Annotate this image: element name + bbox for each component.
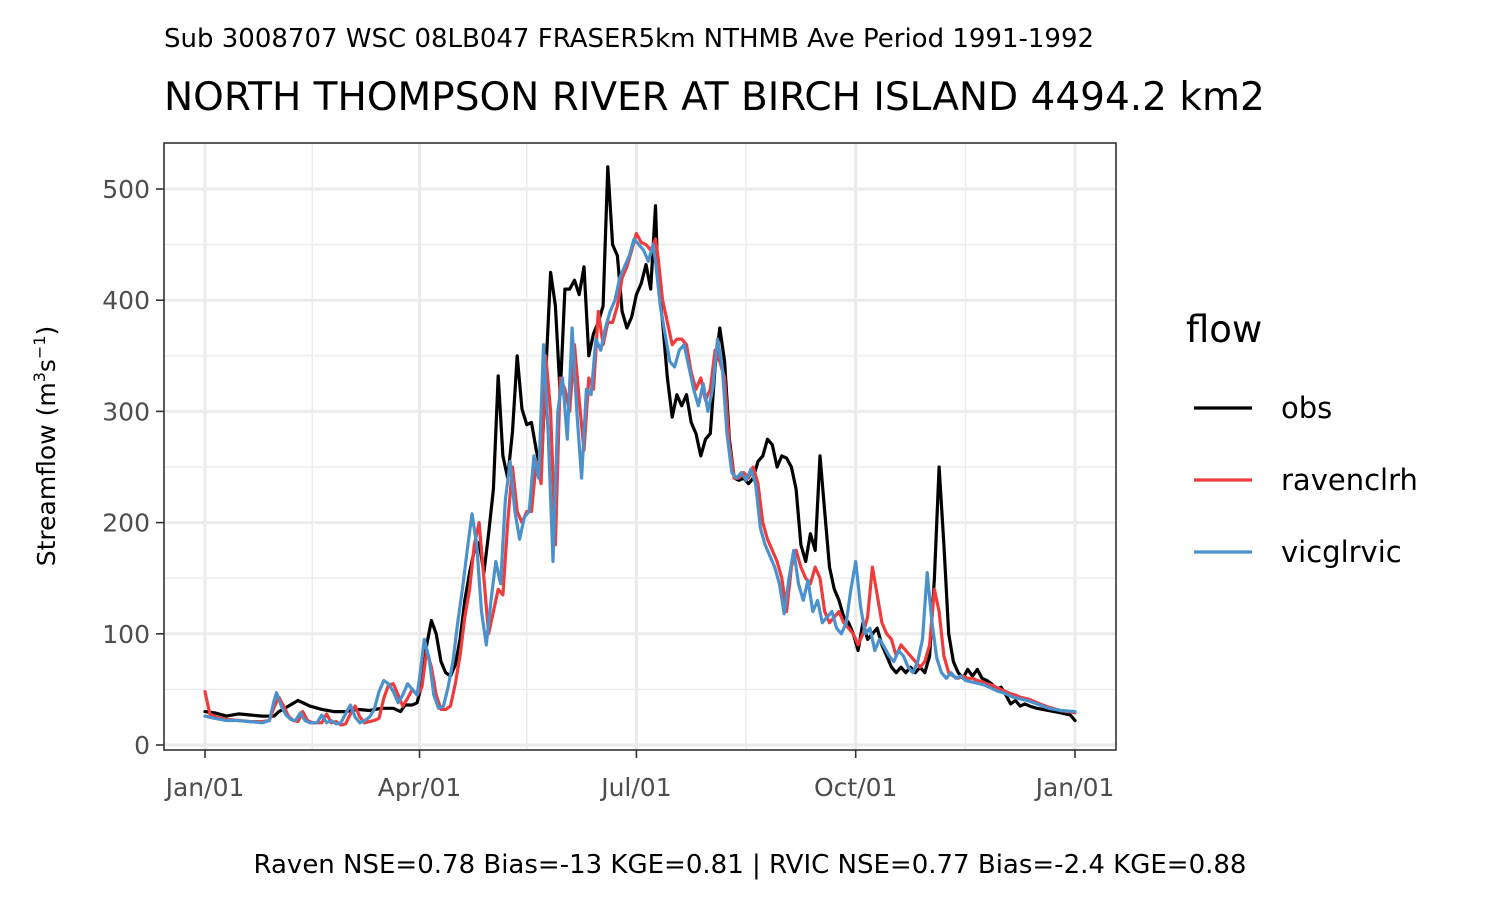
- series-lines: [203, 165, 1077, 727]
- legend-title: flow: [1186, 308, 1262, 351]
- series-line-ravenclrh: [203, 231, 1077, 727]
- legend-label-vicglrvic: vicglrvic: [1281, 535, 1402, 569]
- y-tick-label: 500: [102, 175, 150, 204]
- y-tick-label: 0: [134, 731, 150, 760]
- legend: flow obs ravenclrh vicglrvic: [1186, 308, 1418, 569]
- chart-subtitle: Sub 3008707 WSC 08LB047 FRASER5km NTHMB …: [164, 24, 1094, 54]
- axes: 0 100 200 300 400 500 Jan/01 Apr/01 Jul/01 Oct/01…: [102, 175, 1114, 802]
- y-tick-label: 100: [102, 620, 150, 649]
- x-tick-label: Jan/01: [1034, 773, 1115, 802]
- legend-label-ravenclrh: ravenclrh: [1281, 463, 1418, 497]
- series-line-obs: [203, 165, 1077, 723]
- y-tick-label: 400: [102, 286, 150, 315]
- x-tick-label: Jan/01: [164, 773, 245, 802]
- x-tick-label: Apr/01: [378, 773, 461, 802]
- y-axis-title-sup1: 3: [30, 372, 49, 382]
- x-tick-label: Jul/01: [599, 773, 671, 802]
- chart-caption: Raven NSE=0.78 Bias=-13 KGE=0.81 | RVIC …: [254, 850, 1247, 880]
- series-line-vicglrvic: [203, 237, 1077, 726]
- legend-items: obs ravenclrh vicglrvic: [1194, 391, 1418, 569]
- y-axis-title: Streamflow (m3s−1): [30, 326, 61, 567]
- plot-panel-border: [163, 142, 1117, 751]
- legend-label-obs: obs: [1281, 391, 1332, 425]
- grid: [164, 143, 1116, 750]
- y-tick-label: 300: [102, 397, 150, 426]
- chart-title: NORTH THOMPSON RIVER AT BIRCH ISLAND 449…: [164, 75, 1265, 120]
- x-tick-label: Oct/01: [814, 773, 897, 802]
- y-tick-label: 200: [102, 509, 150, 538]
- y-axis-title-sup2: −1: [30, 335, 49, 359]
